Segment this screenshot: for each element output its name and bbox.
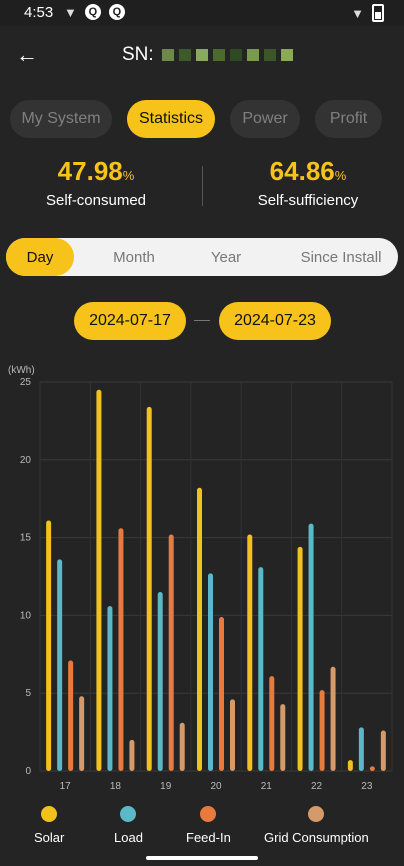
tab-statistics[interactable]: Statistics bbox=[127, 100, 215, 138]
bar-feed-in-23 bbox=[369, 766, 375, 771]
legend-grid-consumption-label: Grid Consumption bbox=[264, 830, 369, 845]
load-dot-icon bbox=[120, 806, 137, 822]
y-tick-label: 15 bbox=[20, 533, 32, 544]
status-time: 4:53 bbox=[24, 4, 54, 21]
main-tabs: My System Statistics Power Profit bbox=[10, 100, 390, 138]
metrics: 47.98% Self-consumed 64.86% Self-suffici… bbox=[0, 156, 404, 220]
bar-feed-in-18 bbox=[118, 528, 124, 771]
bar-load-18 bbox=[107, 606, 113, 771]
bar-solar-17 bbox=[46, 520, 52, 771]
legend-load[interactable]: Load bbox=[114, 806, 143, 845]
grid-consumption-dot-icon bbox=[308, 806, 325, 822]
bar-grid-consumption-23 bbox=[380, 730, 386, 771]
x-tick-label: 19 bbox=[160, 781, 172, 790]
bar-grid-consumption-17 bbox=[79, 696, 85, 771]
y-tick-label: 0 bbox=[25, 766, 31, 777]
bar-load-17 bbox=[57, 559, 63, 771]
tab-power[interactable]: Power bbox=[230, 100, 300, 138]
sn-label: SN: bbox=[122, 44, 154, 65]
bar-grid-consumption-20 bbox=[230, 699, 235, 771]
self-consumed-value: 47.98 bbox=[57, 156, 123, 186]
feed-in-dot-icon bbox=[200, 806, 217, 822]
period-year[interactable]: Year bbox=[210, 248, 242, 266]
bar-solar-21 bbox=[247, 534, 253, 771]
legend-feed-in-label: Feed-In bbox=[186, 830, 231, 845]
bar-load-23 bbox=[358, 727, 364, 771]
period-since-install[interactable]: Since Install bbox=[300, 248, 382, 266]
period-month[interactable]: Month bbox=[113, 248, 155, 266]
period-selector: Day Month Year Since Install bbox=[6, 238, 398, 276]
bar-grid-consumption-19 bbox=[179, 722, 185, 771]
metric-divider bbox=[202, 166, 203, 206]
serial-number: SN: bbox=[122, 44, 293, 66]
app-notification-icon-2: Q bbox=[108, 4, 125, 20]
chart-legend: Solar Load Feed-In Grid Consumption bbox=[0, 806, 404, 846]
bar-solar-23 bbox=[347, 760, 353, 771]
bar-feed-in-21 bbox=[269, 676, 275, 771]
tab-my-system[interactable]: My System bbox=[10, 100, 112, 138]
status-icons: ▼ Q Q bbox=[64, 4, 125, 20]
bar-grid-consumption-21 bbox=[280, 704, 286, 771]
end-date-button[interactable]: 2024-07-23 bbox=[219, 302, 331, 340]
bar-feed-in-20 bbox=[219, 616, 224, 771]
bar-feed-in-17 bbox=[68, 660, 74, 771]
self-consumed-label: Self-consumed bbox=[45, 192, 147, 209]
y-tick-label: 10 bbox=[20, 610, 32, 621]
header: ← SN: bbox=[0, 26, 404, 86]
self-consumed-metric: 47.98% Self-consumed bbox=[6, 156, 186, 209]
wifi-icon: ▼ bbox=[351, 5, 364, 21]
y-tick-label: 5 bbox=[25, 688, 31, 699]
y-axis-unit-label: (kWh) bbox=[8, 365, 35, 376]
wifi-off-icon: ▼ bbox=[64, 4, 77, 20]
energy-bar-chart: (kWh) 0 5 10 15 20 25 17 18 19 20 21 22 23 bbox=[0, 360, 404, 790]
sn-redacted-value bbox=[161, 49, 293, 61]
bar-grid-consumption-22 bbox=[330, 666, 336, 771]
period-day[interactable]: Day bbox=[6, 238, 74, 276]
bar-solar-18 bbox=[96, 389, 102, 771]
x-tick-label: 17 bbox=[60, 781, 72, 790]
self-sufficiency-label: Self-sufficiency bbox=[257, 192, 359, 209]
bar-feed-in-22 bbox=[319, 690, 325, 771]
legend-solar[interactable]: Solar bbox=[34, 806, 64, 845]
bar-solar-22 bbox=[297, 546, 303, 771]
legend-load-label: Load bbox=[114, 830, 143, 845]
bar-solar-19 bbox=[146, 406, 152, 771]
bar-load-21 bbox=[258, 567, 264, 771]
x-tick-label: 18 bbox=[110, 781, 122, 790]
legend-solar-label: Solar bbox=[34, 830, 65, 845]
legend-grid-consumption[interactable]: Grid Consumption bbox=[264, 806, 369, 845]
start-date-button[interactable]: 2024-07-17 bbox=[74, 302, 186, 340]
solar-dot-icon bbox=[41, 806, 58, 822]
x-tick-label: 22 bbox=[311, 781, 323, 790]
chart-svg: (kWh) 0 5 10 15 20 25 17 18 19 20 21 22 23 bbox=[8, 365, 393, 790]
status-right: ▼ bbox=[351, 4, 384, 22]
date-range: 2024-07-17 2024-07-23 bbox=[0, 302, 404, 340]
status-bar: 4:53 ▼ Q Q ▼ bbox=[0, 0, 404, 26]
date-separator bbox=[194, 320, 210, 321]
self-sufficiency-unit: % bbox=[334, 168, 347, 183]
bar-feed-in-19 bbox=[168, 534, 174, 771]
tab-profit[interactable]: Profit bbox=[315, 100, 382, 138]
bar-load-20 bbox=[208, 573, 213, 771]
self-consumed-unit: % bbox=[122, 168, 135, 183]
self-sufficiency-value: 64.86 bbox=[269, 156, 335, 186]
battery-icon bbox=[372, 4, 384, 22]
bar-load-19 bbox=[157, 592, 163, 771]
x-tick-label: 20 bbox=[210, 781, 222, 790]
x-tick-label: 21 bbox=[261, 781, 273, 790]
y-tick-label: 25 bbox=[20, 377, 32, 388]
back-arrow-icon[interactable]: ← bbox=[16, 42, 38, 67]
bar-grid-consumption-18 bbox=[129, 739, 135, 771]
bar-load-22 bbox=[308, 523, 314, 771]
home-indicator bbox=[146, 856, 258, 860]
bar-solar-20 bbox=[197, 487, 202, 771]
y-tick-label: 20 bbox=[20, 455, 32, 466]
self-sufficiency-metric: 64.86% Self-sufficiency bbox=[218, 156, 398, 209]
x-tick-label: 23 bbox=[361, 781, 373, 790]
app-notification-icon: Q bbox=[84, 4, 101, 20]
legend-feed-in[interactable]: Feed-In bbox=[186, 806, 231, 845]
